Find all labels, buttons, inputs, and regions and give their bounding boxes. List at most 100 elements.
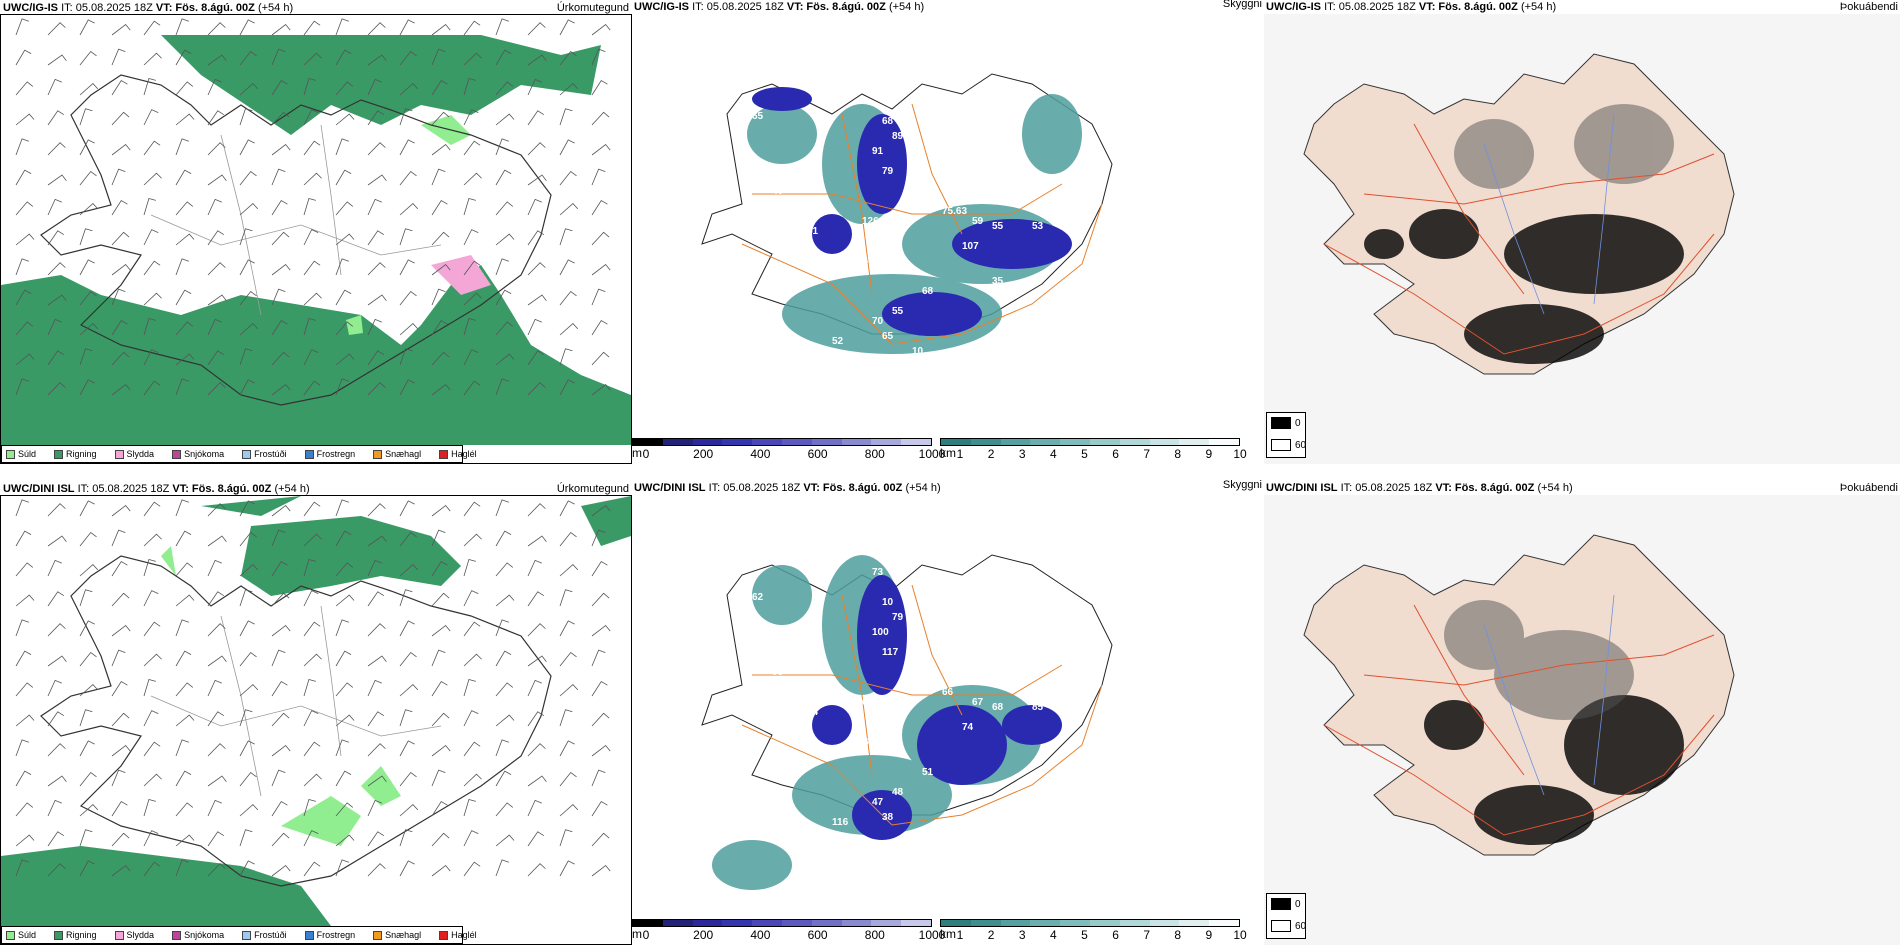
wind-barb <box>335 770 352 787</box>
colorbar-m: m 0 200 400 600 800 1000 <box>632 919 945 945</box>
wind-barb <box>143 52 162 66</box>
wind-barb <box>559 651 577 667</box>
wind-barb <box>495 499 509 517</box>
wind-barb <box>527 54 547 66</box>
wind-barb <box>399 860 415 877</box>
wind-barb <box>431 319 448 336</box>
visibility-value-label: 79 <box>892 612 904 623</box>
wind-barb <box>271 143 291 156</box>
wind-barb <box>559 290 577 306</box>
wind-barb <box>367 350 385 366</box>
colorbar-tick-label: 200 <box>693 447 714 461</box>
wind-barb <box>239 170 257 186</box>
wind-barb <box>271 79 288 96</box>
wind-barb <box>559 348 573 366</box>
wind-barb <box>591 504 611 517</box>
precip-legend-item: Snæhagl <box>373 449 421 459</box>
wind-barb <box>303 172 322 186</box>
panel-title: UWC/IG-IS IT: 05.08.2025 18Z VT: Fös. 8.… <box>3 2 294 14</box>
visibility-value-label: 65 <box>752 111 764 122</box>
legend-label: Slydda <box>126 930 155 940</box>
colorbar-segment <box>1000 439 1031 445</box>
wind-barb <box>335 714 355 727</box>
wind-barb <box>271 263 291 276</box>
colorbar-segment <box>941 920 971 926</box>
wind-barb <box>207 110 225 126</box>
colorbar-segment <box>752 439 782 445</box>
colorbar-segment <box>871 439 902 445</box>
wind-barb <box>239 259 255 276</box>
wind-barb <box>79 348 93 366</box>
wind-barb <box>399 589 413 607</box>
wind-barb <box>47 655 67 667</box>
wind-barb <box>207 294 227 306</box>
wind-barb <box>175 682 194 697</box>
wind-barb <box>431 383 451 396</box>
wind-barb <box>431 649 446 667</box>
wind-barb <box>559 259 575 276</box>
wind-barb <box>111 111 130 126</box>
colorbar-segment <box>970 439 1001 445</box>
wind-barb <box>47 174 67 186</box>
legend-label: Súld <box>18 449 37 459</box>
visibility-value-label: 12 <box>962 76 974 87</box>
wind-barb <box>271 23 291 36</box>
visibility-value-label: 72 <box>782 76 794 87</box>
wind-barb <box>399 804 419 817</box>
visibility-value-label: 79 <box>882 166 894 177</box>
precip-type-panel-1: UWC/IG-IS IT: 05.08.2025 18Z VT: Fös. 8.… <box>0 2 632 464</box>
colorbar-tick-label: 0 <box>642 928 650 942</box>
wind-barb <box>335 169 352 186</box>
wind-barb <box>175 321 194 336</box>
wind-barb <box>303 140 321 156</box>
visibility-value-label: 55 <box>892 306 904 317</box>
wind-barb <box>335 49 352 66</box>
wind-barb <box>591 624 611 637</box>
wind-barb <box>399 290 417 306</box>
wind-barb <box>111 143 131 156</box>
wind-barb <box>271 769 286 787</box>
wind-barb <box>527 382 546 396</box>
visibility-value-label: 73 <box>872 567 884 578</box>
legend-swatch <box>439 930 449 940</box>
visibility-value-label: 49 <box>892 356 904 367</box>
visibility-value-label: 91 <box>872 146 884 157</box>
wind-barb <box>527 623 546 637</box>
wind-barb <box>207 78 222 96</box>
wind-barb <box>431 199 448 216</box>
wind-barb <box>527 559 542 577</box>
wind-barb <box>527 679 542 697</box>
visibility-value-label: 67 <box>972 697 984 708</box>
colorbar-segment <box>781 439 812 445</box>
wind-barb <box>207 775 227 787</box>
wind-barb <box>367 54 387 66</box>
wind-barb <box>207 831 225 847</box>
wind-barb <box>399 348 413 366</box>
colorbar-tick-label: 1 <box>956 928 964 942</box>
wind-barb <box>335 321 354 336</box>
wind-barb <box>47 198 62 216</box>
wind-barb <box>591 800 608 817</box>
wind-barb <box>111 560 128 577</box>
panel-title: UWC/DINI ISL IT: 05.08.2025 18Z VT: Fös.… <box>634 482 941 494</box>
wind-barb <box>367 110 385 126</box>
wind-barb <box>15 49 32 66</box>
wind-barb <box>47 78 62 96</box>
wind-barb <box>143 109 159 126</box>
legend-label: Frostregn <box>316 930 356 940</box>
wind-barb <box>399 259 415 276</box>
wind-barb <box>15 378 29 396</box>
wind-barb <box>271 624 291 637</box>
wind-barb <box>47 318 62 336</box>
wind-barb <box>495 378 509 396</box>
wind-barb <box>591 864 611 877</box>
panel-title: UWC/DINI ISL IT: 05.08.2025 18Z VT: Fös.… <box>3 483 310 495</box>
visibility-value-label: 52 <box>832 336 844 347</box>
colorbar-m: m 0 200 400 600 800 1000 <box>632 438 945 464</box>
colorbar-segment <box>752 920 782 926</box>
wind-barb <box>239 139 255 156</box>
wind-barb <box>271 48 286 66</box>
wind-barb <box>47 294 67 306</box>
colorbar-tick-label: 5 <box>1081 447 1088 461</box>
